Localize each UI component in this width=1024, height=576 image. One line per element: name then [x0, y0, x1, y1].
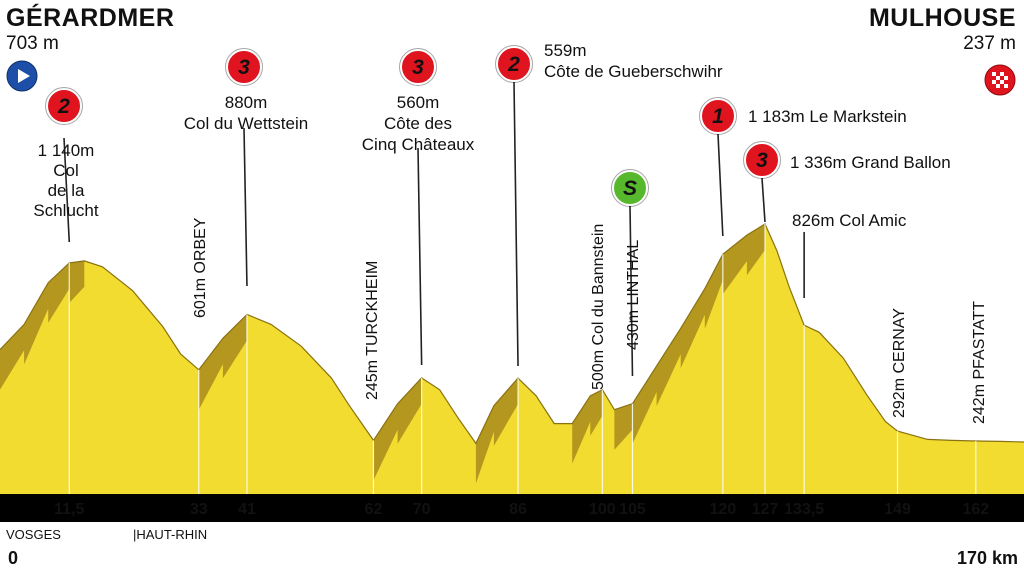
km-tick-label-7: 105 — [619, 501, 646, 518]
km-tick-label-9: 127 — [752, 501, 779, 518]
climb-badge-8: 1 — [699, 97, 737, 135]
place-label-4-line-2: Cinq Châteaux — [362, 135, 475, 154]
place-label-4-line-0: 560m — [397, 93, 440, 112]
climb-badge-4: 3 — [399, 48, 437, 86]
place-pole-4 — [417, 147, 423, 366]
km-tick-label-0: 11,5 — [54, 501, 84, 518]
svg-text:3: 3 — [238, 56, 250, 79]
km-tick-label-10: 133,5 — [784, 501, 824, 518]
place-label-3: 245m TURCKHEIM — [364, 261, 381, 400]
climb-badge-0: 2 — [45, 87, 83, 125]
department-vosges: VOSGES — [6, 527, 61, 542]
place-pole-8 — [717, 133, 724, 237]
km-tick-label-6: 100 — [589, 501, 616, 518]
place-label-5-line-0: 559m — [544, 41, 587, 60]
place-label-0-line-3: Schlucht — [33, 201, 98, 220]
sprint-badge-7: S — [611, 169, 649, 207]
svg-text:3: 3 — [756, 149, 768, 172]
start-town: GÉRARDMER — [6, 4, 175, 32]
svg-text:2: 2 — [57, 95, 70, 118]
place-pole-0 — [63, 137, 71, 243]
place-label-9-line-0: 1 336m Grand Ballon — [790, 153, 951, 172]
place-label-10-line-0: 826m Col Amic — [792, 211, 907, 230]
climb-badge-2: 3 — [225, 48, 263, 86]
km-tick-label-4: 70 — [413, 501, 431, 518]
terrain-shadow — [0, 224, 765, 484]
place-label-2-line-1: Col du Wettstein — [184, 114, 308, 133]
km-tick-label-1: 33 — [190, 501, 208, 518]
place-pole-9 — [761, 177, 766, 223]
km-tick-label-12: 162 — [962, 501, 989, 518]
place-label-11: 292m CERNAY — [891, 308, 908, 418]
svg-text:2: 2 — [507, 53, 520, 76]
svg-text:3: 3 — [412, 56, 424, 79]
place-pole-7 — [629, 205, 634, 377]
place-label-1: 601m ORBEY — [192, 217, 209, 318]
km-tick-label-11: 149 — [884, 501, 911, 518]
start-icon — [6, 60, 38, 92]
finish-town: MULHOUSE — [868, 4, 1016, 32]
place-label-6: 500m Col du Bannstein — [590, 224, 607, 390]
km-tick-label-8: 120 — [709, 501, 736, 518]
place-label-0-line-0: 1 140m — [38, 141, 95, 160]
climb-badge-9: 3 — [743, 141, 781, 179]
start-km: 0 — [8, 548, 19, 568]
finish-altitude: 237 m — [963, 33, 1016, 54]
place-label-5-line-1: Côte de Gueberschwihr — [544, 62, 723, 81]
place-label-8-line-0: 1 183m Le Markstein — [748, 107, 907, 126]
finish-icon — [984, 64, 1016, 96]
place-pole-2 — [243, 127, 248, 287]
start-altitude: 703 m — [6, 33, 59, 54]
place-label-0-line-1: Col — [53, 161, 79, 180]
finish-km: 170 km — [956, 548, 1018, 568]
km-tick-label-2: 41 — [238, 501, 256, 518]
climb-badge-5: 2 — [495, 45, 533, 83]
place-label-4-line-1: Côte des — [384, 114, 452, 133]
department-haut-rhin: |HAUT-RHIN — [133, 527, 208, 542]
place-label-0-line-2: de la — [48, 181, 85, 200]
km-axis-bar — [0, 494, 1024, 522]
place-pole-5 — [513, 81, 519, 367]
terrain-area — [0, 224, 1024, 494]
place-label-7: 430m LINTHAL — [625, 240, 642, 350]
svg-text:S: S — [623, 177, 637, 200]
svg-text:1: 1 — [712, 105, 724, 128]
place-label-2-line-0: 880m — [225, 93, 268, 112]
km-tick-label-5: 86 — [509, 501, 527, 518]
place-label-12: 242m PFASTATT — [971, 301, 988, 424]
km-tick-label-3: 62 — [365, 501, 383, 518]
terrain-ridge-line — [0, 223, 1024, 445]
